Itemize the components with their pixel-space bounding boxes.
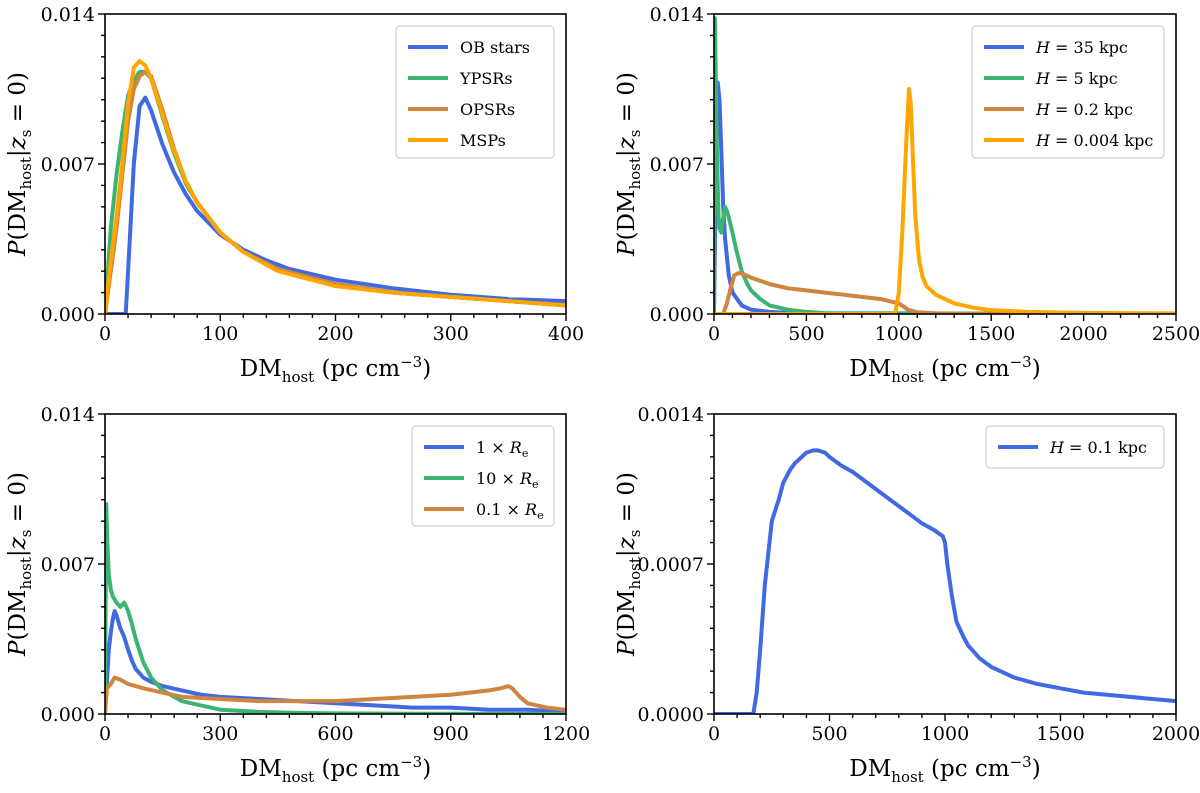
chart-panel-top-left: 0 100 200 300 400 0.000 0.007 0.014 DMhost (pc c… [5,4,584,386]
x-tick-label: 1000 [921,723,969,745]
series-line-10-re [105,502,566,714]
legend-label: MSPs [460,131,506,150]
x-axis-label-0: DMhost (pc cm−3) [240,353,431,386]
x-tick-label: 2000 [1059,323,1107,345]
x-tick-label: 2500 [1152,323,1200,345]
x-tick-label: 600 [317,723,353,745]
series-line-h-0.1-kpc [714,448,1176,714]
legend-label: H = 0.1 kpc [1049,438,1147,457]
y-tick-label: 0.000 [41,304,95,326]
y-axis-label-0: P(DMhost|zs = 0) [5,72,35,257]
x-tick-label: 300 [433,323,469,345]
legend-label: H = 0.004 kpc [1035,131,1153,150]
series-line-h-0.2-kpc [714,271,1176,314]
x-axis-label-2: DMhost (pc cm−3) [240,753,431,786]
series-line-msps [105,59,566,314]
chart-panel-bottom-left: 0 300 600 900 1200 0.000 0.007 0.014 DMhost (pc … [5,404,590,786]
x-tick-label: 1500 [1036,723,1084,745]
y-tick-label: 0.007 [650,154,704,176]
series-line-h-0.004-kpc [714,87,1176,314]
legend-label: YPSRs [459,69,513,88]
chart-panel-top-right: 0 500 1000 1500 2000 2500 0.000 0.007 0.014 DMhos… [614,4,1200,386]
legend-label: 0.1 × Re [476,500,544,522]
legend-label: 1 × Re [476,438,528,460]
y-axis-label-1: P(DMhost|zs = 0) [614,72,644,257]
x-tick-label: 0 [99,323,111,345]
y-tick-label: 0.0000 [638,704,704,726]
y-tick-label: 0.014 [650,4,704,26]
x-tick-label: 2000 [1152,723,1200,745]
legend-label: H = 0.2 kpc [1035,100,1133,119]
legend-box [395,25,555,159]
legend-label: OB stars [460,38,530,57]
x-tick-label: 300 [202,723,238,745]
series-line-h-5-kpc [714,16,1176,314]
x-tick-label: 1200 [542,723,590,745]
legend: H = 35 kpc H = 5 kpc H = 0.2 kpc H = 0.004 … [971,25,1165,159]
y-tick-label: 0.0007 [638,554,704,576]
x-tick-label: 500 [788,323,824,345]
legend-box [971,25,1165,159]
x-tick-label: 1500 [967,323,1015,345]
legend-box [985,425,1165,469]
x-tick-label: 0 [708,723,720,745]
y-tick-label: 0.000 [41,704,95,726]
y-tick-label: 0.007 [41,554,95,576]
series-line-1-re [105,609,566,714]
chart-panel-bottom-right: 0 500 1000 1500 2000 0.0000 0.0007 0.0014 DMhost… [614,404,1200,786]
legend-label: OPSRs [460,100,515,119]
y-tick-label: 0.0014 [638,404,704,426]
y-tick-label: 0.014 [41,404,95,426]
legend-box [411,425,555,527]
legend: OB stars YPSRs OPSRs MSPs [395,25,555,159]
x-tick-label: 500 [811,723,847,745]
x-tick-label: 1000 [875,323,923,345]
x-tick-label: 0 [99,723,111,745]
legend-label: H = 5 kpc [1035,69,1118,88]
legend: 1 × Re 10 × Re 0.1 × Re [411,425,555,527]
series-line-0.1-re [105,675,566,714]
y-axis-label-2: P(DMhost|zs = 0) [5,472,35,657]
legend: H = 0.1 kpc [985,425,1165,469]
x-tick-label: 0 [708,323,720,345]
x-tick-label: 900 [433,723,469,745]
y-tick-label: 0.014 [41,4,95,26]
series-line-ob-stars [105,95,566,314]
x-tick-label: 400 [548,323,584,345]
y-axis-label-3: P(DMhost|zs = 0) [614,472,644,657]
y-tick-label: 0.007 [41,154,95,176]
x-axis-label-3: DMhost (pc cm−3) [849,753,1040,786]
x-axis-label-1: DMhost (pc cm−3) [849,353,1040,386]
y-tick-label: 0.000 [650,304,704,326]
x-tick-label: 200 [317,323,353,345]
legend-label: 10 × Re [476,469,539,491]
legend-label: H = 35 kpc [1035,38,1128,57]
x-tick-label: 100 [202,323,238,345]
